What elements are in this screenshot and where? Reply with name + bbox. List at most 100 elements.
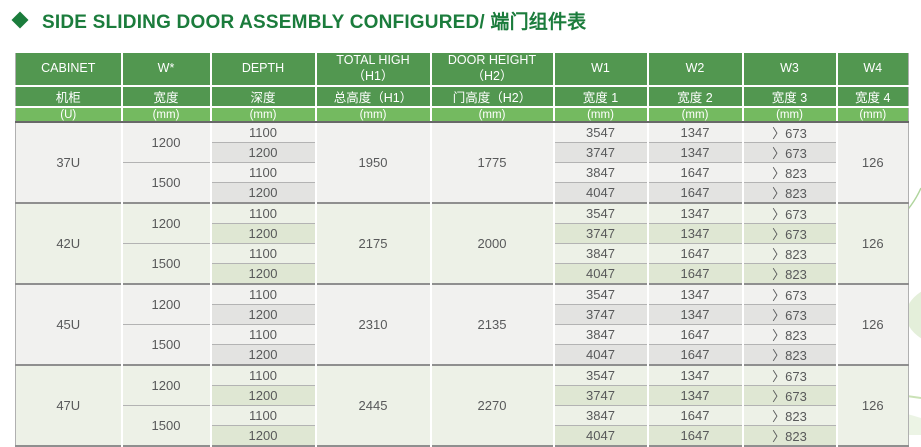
cell-w3: 〉823 [742, 162, 838, 183]
cell-depth: 1100 [210, 324, 317, 345]
cell-w3: 〉823 [742, 182, 838, 203]
cell-depth: 1200 [210, 142, 317, 163]
col-unit-w1: (mm) [553, 107, 649, 123]
cell-width: 1500 [121, 324, 212, 365]
cell-w3: 〉823 [742, 243, 838, 264]
cell-depth: 1100 [210, 162, 317, 183]
cell-w3: 〉673 [742, 202, 838, 224]
table-row: 1500 1100 3847 1647 〉823 [16, 162, 909, 203]
cell-w1: 3547 [553, 283, 649, 305]
cell-depth: 1100 [210, 243, 317, 264]
col-header-w2-zh: 宽度 2 [647, 86, 744, 108]
cell-width: 1200 [121, 283, 212, 325]
cell-width: 1200 [121, 364, 212, 406]
cell-w3: 〉673 [742, 122, 838, 143]
cell-w3: 〉823 [742, 425, 838, 446]
cell-w2: 1347 [647, 202, 744, 224]
cell-w1: 3847 [553, 405, 649, 426]
page-title: SIDE SLIDING DOOR ASSEMBLY CONFIGURED/ 端… [42, 11, 587, 33]
cell-depth: 1100 [210, 405, 317, 426]
cell-w1: 3847 [553, 324, 649, 345]
col-header-cabinet: CABINET [15, 53, 123, 87]
cell-cabinet: 47U [15, 364, 123, 446]
cell-w4: 126 [836, 202, 909, 284]
cell-w3: 〉823 [742, 405, 838, 426]
page: { "page": { "title": "SIDE SLIDING DOOR … [10, 7, 921, 447]
cell-w1: 3547 [553, 122, 649, 143]
cell-w2: 1647 [647, 263, 744, 284]
cell-width: 1200 [121, 202, 212, 244]
cell-depth: 1200 [210, 425, 317, 446]
cell-w2: 1647 [647, 344, 744, 365]
cabinet-group-42u: 42U 1200 1100 2175 2000 3547 1347 〉673 1… [15, 202, 909, 284]
col-header-width-zh: 宽度 [121, 86, 212, 108]
col-unit-w2: (mm) [647, 107, 744, 123]
col-unit-depth: (mm) [210, 107, 317, 123]
col-unit-w3: (mm) [742, 107, 838, 123]
cell-width: 1500 [121, 243, 212, 284]
cell-w1: 3747 [553, 223, 649, 244]
cell-w1: 3747 [553, 304, 649, 325]
header-row-english: CABINET W* DEPTH TOTAL HIGH （H1） DOOR HE… [15, 53, 909, 87]
table-row: 42U 1200 1100 2175 2000 3547 1347 〉673 1… [15, 202, 909, 284]
table-row: 1200 4047 1647 〉823 [16, 182, 909, 203]
table-row: 37U 1200 1100 1950 1775 3547 1347 〉673 1… [15, 122, 909, 203]
cabinet-group-45u: 45U 1200 1100 2310 2135 3547 1347 〉673 1… [15, 283, 909, 365]
col-header-w1: W1 [553, 53, 649, 87]
cell-w3: 〉673 [742, 385, 838, 406]
table-row: 1500 1100 3847 1647 〉823 [16, 243, 909, 284]
cell-w1: 4047 [553, 182, 649, 203]
cell-w2: 1647 [647, 243, 744, 264]
cell-w2: 1647 [647, 425, 744, 446]
cell-w1: 3547 [553, 202, 649, 224]
cell-depth: 1100 [210, 202, 317, 224]
diamond-bullet-icon [11, 11, 29, 29]
cell-door-height: 2000 [430, 202, 555, 284]
cell-w3: 〉673 [742, 142, 838, 163]
cell-total-high: 1950 [315, 122, 432, 203]
col-unit-w4: (mm) [836, 107, 909, 123]
cell-w4: 126 [836, 283, 909, 365]
cell-w2: 1347 [647, 385, 744, 406]
col-header-total-high-zh: 总高度（H1） [315, 86, 432, 108]
col-header-cabinet-zh: 机柜 [15, 86, 123, 108]
cell-total-high: 2310 [315, 283, 432, 365]
cell-w2: 1347 [647, 142, 744, 163]
cell-w3: 〉823 [742, 344, 838, 365]
cell-cabinet: 42U [15, 202, 123, 284]
col-unit-width: (mm) [121, 107, 212, 123]
cell-total-high: 2445 [315, 364, 432, 446]
cell-depth: 1100 [210, 364, 317, 386]
col-header-depth: DEPTH [210, 53, 317, 87]
cell-width: 1500 [121, 405, 212, 446]
col-unit-cabinet: (U) [15, 107, 123, 123]
cell-w2: 1647 [647, 162, 744, 183]
cabinet-group-37u: 37U 1200 1100 1950 1775 3547 1347 〉673 1… [15, 122, 909, 203]
cell-door-height: 2270 [430, 364, 555, 446]
page-header: SIDE SLIDING DOOR ASSEMBLY CONFIGURED/ 端… [10, 7, 586, 33]
table-row: 47U 1200 1100 2445 2270 3547 1347 〉673 1… [15, 364, 909, 446]
col-header-door-height: DOOR HEIGHT （H2） [430, 53, 555, 87]
cell-w3: 〉673 [742, 223, 838, 244]
cell-w1: 3747 [553, 385, 649, 406]
cell-depth: 1200 [210, 263, 317, 284]
col-unit-door-height: (mm) [430, 107, 555, 123]
cell-w1: 4047 [553, 263, 649, 284]
header-row-units: (U) (mm) (mm) (mm) (mm) (mm) (mm) (mm) (… [15, 107, 909, 123]
door-assembly-spec-table: CABINET W* DEPTH TOTAL HIGH （H1） DOOR HE… [15, 53, 909, 447]
table-row: 1500 1100 3847 1647 〉823 [16, 405, 909, 446]
col-header-depth-zh: 深度 [210, 86, 317, 108]
table-row: 1200 3747 1347 〉673 [16, 304, 909, 325]
cell-w1: 3847 [553, 243, 649, 264]
table-header: CABINET W* DEPTH TOTAL HIGH （H1） DOOR HE… [15, 53, 909, 123]
col-header-door-height-zh: 门高度（H2） [430, 86, 555, 108]
col-header-total-high: TOTAL HIGH （H1） [315, 53, 432, 87]
table-row: 1200 4047 1647 〉823 [16, 344, 909, 365]
col-header-w4: W4 [836, 53, 909, 87]
cell-depth: 1200 [210, 182, 317, 203]
col-header-w3-zh: 宽度 3 [742, 86, 838, 108]
cell-cabinet: 37U [15, 122, 123, 203]
header-row-chinese: 机柜 宽度 深度 总高度（H1） 门高度（H2） 宽度 1 宽度 2 宽度 3 … [15, 86, 909, 108]
cell-total-high: 2175 [315, 202, 432, 284]
cell-w4: 126 [836, 364, 909, 446]
